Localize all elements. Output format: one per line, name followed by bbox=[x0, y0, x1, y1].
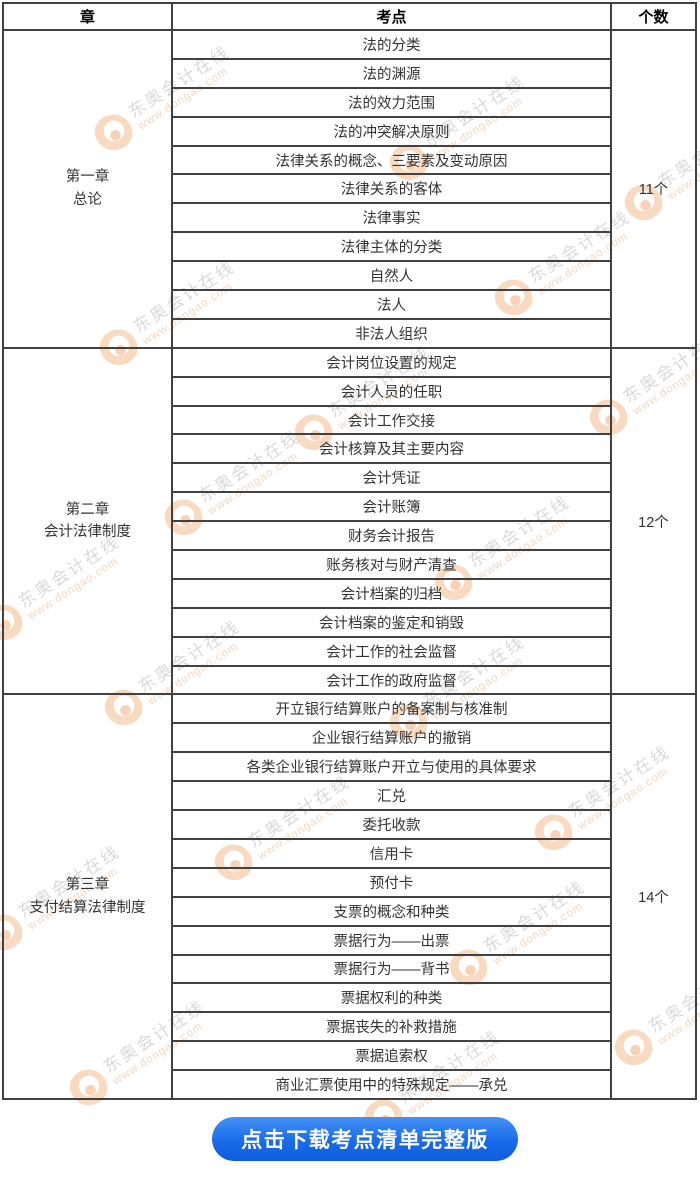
topic-cell: 法律关系的客体 bbox=[171, 173, 612, 205]
table-row: 预付卡 bbox=[3, 866, 696, 898]
table-row: 第一章 总论 法的分类 11个 bbox=[2, 29, 697, 349]
topic-cell: 法的渊源 bbox=[171, 57, 612, 89]
chapter-title: 第一章 bbox=[65, 169, 110, 186]
table-row: 会计档案的鉴定和销毁 bbox=[3, 606, 696, 638]
table-row: 会计人员的任职 bbox=[3, 375, 696, 407]
table-row: 支票的概念和种类 bbox=[3, 895, 696, 927]
table-row: 委托收款 bbox=[3, 809, 696, 840]
topic-cell: 汇兑 bbox=[171, 780, 612, 812]
chapter-subtitle: 会计法律制度 bbox=[44, 524, 131, 541]
table-row: 法律事实 bbox=[3, 202, 696, 234]
topic-cell: 法的效力范围 bbox=[171, 86, 612, 118]
count-cell: 12个 bbox=[610, 346, 697, 696]
table-row: 法人 bbox=[3, 289, 696, 320]
topic-cell: 票据行为——出票 bbox=[171, 924, 612, 956]
table-row: 汇兑 bbox=[3, 780, 696, 812]
table-row: 法律关系的客体 bbox=[3, 173, 696, 205]
topic-cell: 法人 bbox=[171, 289, 612, 320]
chapter-cell: 第一章 总论 bbox=[2, 29, 173, 349]
table-row: 法的冲突解决原则 bbox=[3, 115, 696, 147]
topic-cell: 委托收款 bbox=[171, 809, 612, 840]
download-full-list-button[interactable]: 点击下载考点清单完整版 bbox=[212, 1117, 518, 1161]
topic-cell: 票据追索权 bbox=[171, 1040, 612, 1072]
topic-cell: 企业银行结算账户的撤销 bbox=[171, 722, 612, 754]
table-row: 会计工作交接 bbox=[3, 404, 696, 436]
chapter-subtitle: 总论 bbox=[73, 191, 102, 208]
table-row: 票据追索权 bbox=[3, 1040, 696, 1072]
topic-cell: 开立银行结算账户的备案制与核准制 bbox=[171, 693, 612, 725]
table-row: 商业汇票使用中的特殊规定——承兑 bbox=[3, 1069, 696, 1100]
topic-cell: 法律事实 bbox=[171, 202, 612, 234]
topic-cell: 预付卡 bbox=[171, 866, 612, 898]
topic-cell: 各类企业银行结算账户开立与使用的具体要求 bbox=[171, 751, 612, 783]
exam-points-table: 章 考点 个数 第一章 总论 法的分类 11个 法的渊源 法的效力范围 法的冲突解决原则 法律… bbox=[2, 2, 697, 1100]
count-cell: 11个 bbox=[610, 29, 697, 349]
table-header-row: 章 考点 个数 bbox=[2, 2, 697, 31]
table-row: 会计账簿 bbox=[3, 491, 696, 523]
chapter-cell: 第三章支付结算法律制度 bbox=[2, 693, 173, 1100]
header-topic: 考点 bbox=[171, 2, 612, 31]
topic-cell: 票据权利的种类 bbox=[171, 982, 612, 1014]
topic-cell: 信用卡 bbox=[171, 837, 612, 869]
topic-cell: 支票的概念和种类 bbox=[171, 895, 612, 927]
topic-cell: 会计工作的政府监督 bbox=[171, 664, 612, 696]
table-row: 票据丧失的补救措施 bbox=[3, 1011, 696, 1043]
topic-cell: 会计凭证 bbox=[171, 462, 612, 494]
topic-cell: 会计核算及其主要内容 bbox=[171, 433, 612, 465]
topic-cell: 会计工作交接 bbox=[171, 404, 612, 436]
topic-cell: 会计岗位设置的规定 bbox=[171, 346, 612, 378]
table-row: 财务会计报告 bbox=[3, 520, 696, 552]
table-row: 会计档案的归档 bbox=[3, 577, 696, 609]
table-row: 会计工作的政府监督 bbox=[3, 664, 696, 696]
topic-cell: 商业汇票使用中的特殊规定——承兑 bbox=[171, 1069, 612, 1100]
topic-cell: 会计档案的鉴定和销毁 bbox=[171, 606, 612, 638]
table-row: 法的渊源 bbox=[3, 57, 696, 89]
topic-cell: 会计账簿 bbox=[171, 491, 612, 523]
table-row: 法律主体的分类 bbox=[3, 231, 696, 263]
table-row: 信用卡 bbox=[3, 837, 696, 869]
table-row: 法律关系的概念、三要素及变动原因 bbox=[3, 144, 696, 176]
table-row: 第二章 会计法律制度 会计岗位设置的规定 12个 bbox=[2, 346, 697, 696]
header-count: 个数 bbox=[610, 2, 697, 31]
topic-cell: 会计工作的社会监督 bbox=[171, 635, 612, 667]
topic-cell: 票据行为——背书 bbox=[171, 953, 612, 985]
table-row: 会计凭证 bbox=[3, 462, 696, 494]
topic-cell: 法律关系的概念、三要素及变动原因 bbox=[171, 144, 612, 176]
table-row: 账务核对与财产清查 bbox=[3, 549, 696, 580]
chapter-title: 第二章 bbox=[65, 501, 110, 518]
table-row: 企业银行结算账户的撤销 bbox=[3, 722, 696, 754]
table-row: 会计核算及其主要内容 bbox=[3, 433, 696, 465]
table-row: 法的效力范围 bbox=[3, 86, 696, 118]
topic-cell: 自然人 bbox=[171, 260, 612, 292]
chapter-subtitle: 支付结算法律制度 bbox=[29, 899, 146, 916]
topic-cell: 票据丧失的补救措施 bbox=[171, 1011, 612, 1043]
table-row: 票据权利的种类 bbox=[3, 982, 696, 1014]
topic-cell: 法的分类 bbox=[171, 29, 612, 60]
topic-cell: 法律主体的分类 bbox=[171, 231, 612, 263]
table-row: 第三章 支付结算法律制度 开立银行结算账户的备案制与核准制 14个 bbox=[2, 693, 697, 1100]
header-chapter: 章 bbox=[2, 2, 173, 31]
table-row: 票据行为——背书 bbox=[3, 953, 696, 985]
table-row: 会计工作的社会监督 bbox=[3, 635, 696, 667]
chapter-cell: 第二章 会计法律制度 bbox=[2, 346, 173, 696]
table-row: 非法人组织 bbox=[3, 317, 696, 349]
topic-cell: 财务会计报告 bbox=[171, 520, 612, 552]
topic-cell: 法的冲突解决原则 bbox=[171, 115, 612, 147]
topic-cell: 账务核对与财产清查 bbox=[171, 549, 612, 580]
table-row: 各类企业银行结算账户开立与使用的具体要求 bbox=[3, 751, 696, 783]
topic-cell: 会计档案的归档 bbox=[171, 577, 612, 609]
table-row: 自然人 bbox=[3, 260, 696, 292]
chapter-title: 第三章 bbox=[65, 877, 110, 894]
table-row: 票据行为——出票 bbox=[3, 924, 696, 956]
topic-cell: 非法人组织 bbox=[171, 317, 612, 349]
count-cell: 14个 bbox=[610, 693, 697, 1100]
topic-cell: 会计人员的任职 bbox=[171, 375, 612, 407]
